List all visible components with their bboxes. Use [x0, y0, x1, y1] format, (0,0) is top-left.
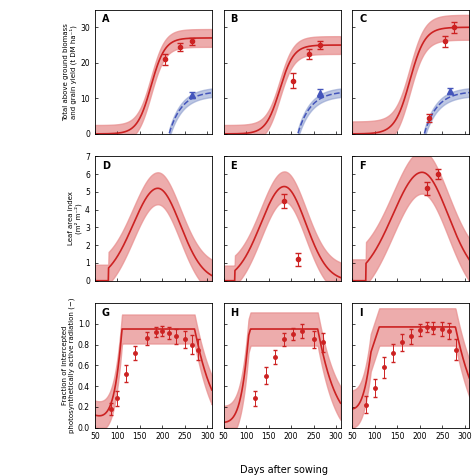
Y-axis label: Total above ground biomass
and grain yield (t DM ha⁻¹): Total above ground biomass and grain yie… [63, 23, 77, 121]
Y-axis label: Fraction of intercepted
photosynthetically active radiation (−): Fraction of intercepted photosynthetical… [62, 297, 75, 433]
Text: I: I [359, 308, 363, 318]
Text: Days after sowing: Days after sowing [240, 465, 328, 475]
Y-axis label: Leaf area index
(m² m⁻²): Leaf area index (m² m⁻²) [68, 191, 82, 246]
Text: G: G [102, 308, 110, 318]
Text: C: C [359, 14, 366, 25]
Text: B: B [230, 14, 238, 25]
Text: D: D [102, 162, 110, 171]
Text: H: H [230, 308, 239, 318]
Text: F: F [359, 162, 366, 171]
Text: A: A [102, 14, 109, 25]
Text: E: E [230, 162, 237, 171]
